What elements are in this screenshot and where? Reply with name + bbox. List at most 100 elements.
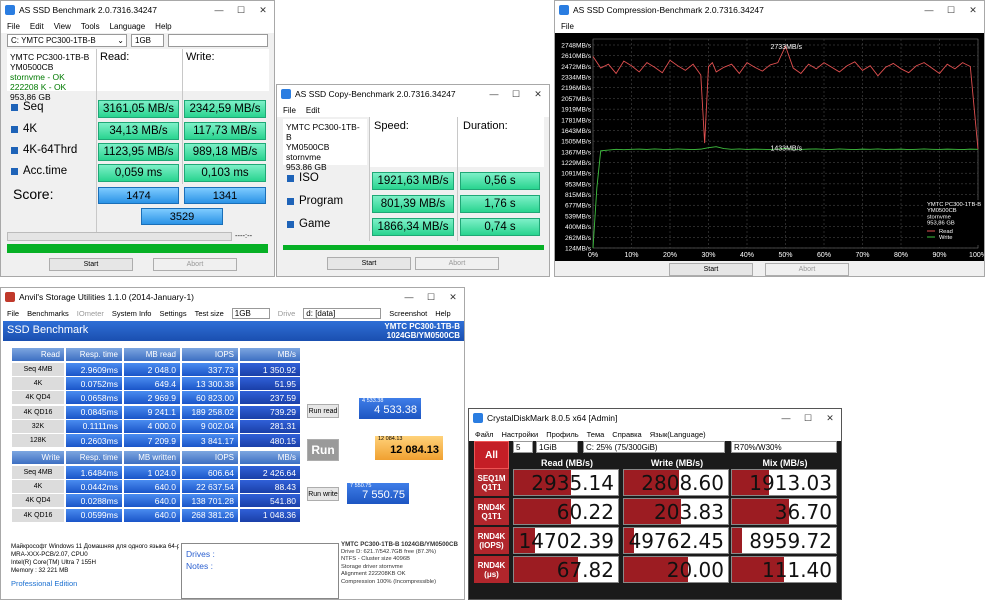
test-button[interactable]: RND4K (IOPS) bbox=[474, 527, 509, 554]
drive-select[interactable]: d: [data] bbox=[303, 308, 382, 319]
drive-select[interactable]: C: 25% (75/300GiB) bbox=[583, 441, 725, 453]
screenshot-button[interactable]: Screenshot bbox=[389, 309, 428, 318]
menu-file[interactable]: File bbox=[7, 309, 20, 318]
menu-edit[interactable]: Edit bbox=[29, 21, 44, 31]
value-text: 36.70 bbox=[774, 499, 832, 524]
mix-value: 111.40 bbox=[731, 556, 837, 583]
run-read-button[interactable]: Run read bbox=[307, 404, 339, 418]
size-select[interactable]: 1GB bbox=[131, 34, 164, 47]
close-icon[interactable]: ✕ bbox=[259, 4, 267, 15]
checkbox-icon[interactable] bbox=[287, 220, 294, 228]
menu-file[interactable]: File bbox=[561, 21, 574, 31]
count-select[interactable]: 5 bbox=[513, 441, 533, 453]
chevron-down-icon: ⌄ bbox=[117, 36, 124, 45]
test-button[interactable]: SEQ1M Q1T1 bbox=[474, 469, 509, 496]
maximize-icon[interactable]: ☐ bbox=[236, 4, 246, 15]
test-button[interactable]: RND4K Q1T1 bbox=[474, 498, 509, 525]
close-icon[interactable]: ✕ bbox=[826, 412, 834, 423]
drive-select[interactable]: C: YMTC PC300-1TB-B ⌄ bbox=[7, 34, 127, 47]
result-cell: 0.1111ms bbox=[66, 419, 122, 433]
score-write: 1341 bbox=[184, 187, 266, 204]
maximize-icon[interactable]: ☐ bbox=[511, 88, 521, 99]
value-bar bbox=[624, 528, 635, 553]
menu-help[interactable]: Справка bbox=[612, 429, 642, 439]
total-score-caption: 12 084.13 bbox=[378, 436, 403, 442]
menu-benchmarks[interactable]: Benchmarks bbox=[27, 309, 69, 318]
menu-file[interactable]: Файл bbox=[475, 429, 494, 439]
row-label: Seq 4MB bbox=[12, 363, 64, 376]
menu-iometer[interactable]: IOmeter bbox=[76, 309, 104, 318]
run-button[interactable]: Run bbox=[307, 439, 339, 461]
abort-button[interactable]: Abort bbox=[415, 257, 499, 270]
divider bbox=[369, 117, 370, 241]
checkbox-icon[interactable] bbox=[11, 167, 18, 175]
menu-settings[interactable]: Настройки bbox=[501, 429, 539, 439]
test-size-select[interactable]: 1GB bbox=[231, 308, 270, 319]
abort-button[interactable]: Abort bbox=[153, 258, 237, 271]
abort-button[interactable]: Abort bbox=[765, 263, 849, 276]
row-label: 4K QD16 bbox=[12, 405, 64, 419]
title-bar: AS SSD Copy-Benchmark 2.0.7316.34247 — ☐ ✕ bbox=[277, 85, 549, 103]
info-firmware: YM0500CB bbox=[286, 142, 330, 152]
maximize-icon[interactable]: ☐ bbox=[946, 4, 956, 15]
result-cell: 3 841.17 bbox=[182, 434, 238, 447]
mode-select[interactable]: R70%/W30% bbox=[731, 441, 837, 453]
edition-label: Professional Edition bbox=[11, 579, 78, 588]
checkbox-icon[interactable] bbox=[11, 146, 18, 154]
minimize-icon[interactable]: — bbox=[924, 4, 934, 15]
x-tick-label: 0% bbox=[588, 252, 598, 259]
result-cell: 640.0 bbox=[124, 508, 180, 522]
value-text: 1913.03 bbox=[749, 470, 832, 495]
y-tick-label: 1643MB/s bbox=[561, 128, 591, 135]
menu-language[interactable]: Language bbox=[109, 21, 146, 31]
menu-settings[interactable]: Settings bbox=[159, 309, 187, 318]
menu-file[interactable]: File bbox=[7, 21, 20, 31]
help-button[interactable]: Help bbox=[435, 309, 451, 318]
checkbox-icon[interactable] bbox=[11, 103, 18, 111]
minimize-icon[interactable]: — bbox=[489, 88, 499, 99]
menu-system-info[interactable]: System Info bbox=[111, 309, 152, 318]
menu-language[interactable]: Язык(Language) bbox=[649, 429, 706, 439]
mix-value: 1913.03 bbox=[731, 469, 837, 496]
progress-bar bbox=[7, 244, 268, 253]
start-button[interactable]: Start bbox=[327, 257, 411, 270]
close-icon[interactable]: ✕ bbox=[534, 88, 542, 99]
test-param: (μs) bbox=[484, 569, 499, 579]
close-icon[interactable]: ✕ bbox=[969, 4, 977, 15]
result-cell: 9 241.1 bbox=[124, 405, 180, 419]
value-bar bbox=[514, 499, 572, 524]
minimize-icon[interactable]: — bbox=[214, 4, 224, 15]
menu-edit[interactable]: Edit bbox=[305, 105, 320, 115]
test-button[interactable]: RND4K (μs) bbox=[474, 556, 509, 583]
all-button[interactable]: All bbox=[474, 441, 509, 469]
y-tick-label: 400MB/s bbox=[565, 224, 592, 231]
iops-header: IOPS bbox=[182, 451, 238, 464]
menu-help[interactable]: Help bbox=[155, 21, 172, 31]
menu-theme[interactable]: Тема bbox=[586, 429, 605, 439]
menu-profile[interactable]: Профиль bbox=[546, 429, 579, 439]
maximize-icon[interactable]: ☐ bbox=[426, 291, 436, 302]
checkbox-icon[interactable] bbox=[287, 174, 294, 182]
row-label: Seq 4MB bbox=[12, 466, 64, 479]
write-value: 203.83 bbox=[623, 498, 729, 525]
y-tick-label: 1505MB/s bbox=[561, 139, 591, 146]
result-cell: 0.0658ms bbox=[66, 391, 122, 405]
menu-view[interactable]: View bbox=[53, 21, 71, 31]
start-button[interactable]: Start bbox=[49, 258, 133, 271]
blank-field[interactable] bbox=[168, 34, 268, 47]
menu-file[interactable]: File bbox=[283, 105, 296, 115]
mbs-header: MB/s bbox=[240, 348, 300, 361]
close-icon[interactable]: ✕ bbox=[449, 291, 457, 302]
maximize-icon[interactable]: ☐ bbox=[803, 412, 813, 423]
menu-tools[interactable]: Tools bbox=[80, 21, 100, 31]
checkbox-icon[interactable] bbox=[287, 197, 294, 205]
drives-notes-box[interactable]: Drives : Notes : bbox=[181, 543, 339, 599]
run-write-button[interactable]: Run write bbox=[307, 487, 339, 501]
window-title: Anvil's Storage Utilities 1.1.0 (2014-Ja… bbox=[19, 292, 195, 302]
start-button[interactable]: Start bbox=[669, 263, 753, 276]
checkbox-icon[interactable] bbox=[11, 125, 18, 133]
minimize-icon[interactable]: — bbox=[781, 412, 791, 423]
title-bar: Anvil's Storage Utilities 1.1.0 (2014-Ja… bbox=[1, 288, 464, 306]
minimize-icon[interactable]: — bbox=[404, 291, 414, 302]
size-select[interactable]: 1GiB bbox=[536, 441, 578, 453]
